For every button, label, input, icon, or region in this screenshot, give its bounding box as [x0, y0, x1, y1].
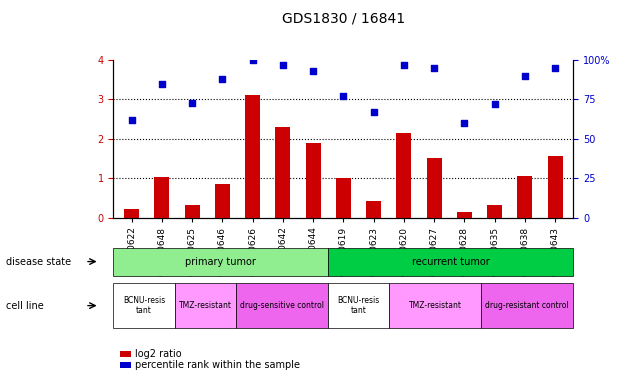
Text: GDS1830 / 16841: GDS1830 / 16841: [282, 11, 405, 25]
Text: recurrent tumor: recurrent tumor: [412, 256, 490, 267]
Point: [338, 93, 348, 99]
Bar: [457, 211, 472, 217]
Bar: [306, 143, 321, 218]
Bar: [366, 201, 381, 217]
Text: percentile rank within the sample: percentile rank within the sample: [135, 360, 301, 370]
Text: disease state: disease state: [6, 256, 71, 267]
Point: [429, 65, 439, 71]
Bar: [275, 127, 290, 218]
Bar: [124, 209, 139, 218]
Point: [308, 68, 318, 74]
Bar: [487, 205, 502, 218]
Bar: [154, 177, 169, 218]
Point: [550, 65, 560, 71]
Point: [399, 62, 409, 68]
Text: primary tumor: primary tumor: [185, 256, 256, 267]
Point: [217, 76, 227, 82]
Bar: [185, 205, 200, 218]
Point: [278, 62, 288, 68]
Point: [157, 81, 167, 87]
Bar: [215, 184, 230, 218]
Bar: [245, 96, 260, 218]
Text: BCNU-resis
tant: BCNU-resis tant: [123, 296, 165, 315]
Text: drug-resistant control: drug-resistant control: [486, 301, 569, 310]
Text: TMZ-resistant: TMZ-resistant: [179, 301, 232, 310]
Bar: [396, 133, 411, 218]
Bar: [336, 178, 351, 218]
Text: cell line: cell line: [6, 301, 44, 310]
Text: log2 ratio: log2 ratio: [135, 349, 182, 358]
Point: [520, 73, 530, 79]
Bar: [427, 158, 442, 218]
Bar: [547, 156, 563, 218]
Point: [369, 109, 379, 115]
Text: drug-sensitive control: drug-sensitive control: [240, 301, 324, 310]
Point: [127, 117, 137, 123]
Bar: [517, 176, 532, 218]
Point: [248, 57, 258, 63]
Point: [459, 120, 469, 126]
Point: [187, 99, 197, 105]
Point: [490, 101, 500, 107]
Text: BCNU-resis
tant: BCNU-resis tant: [338, 296, 380, 315]
Text: TMZ-resistant: TMZ-resistant: [409, 301, 462, 310]
